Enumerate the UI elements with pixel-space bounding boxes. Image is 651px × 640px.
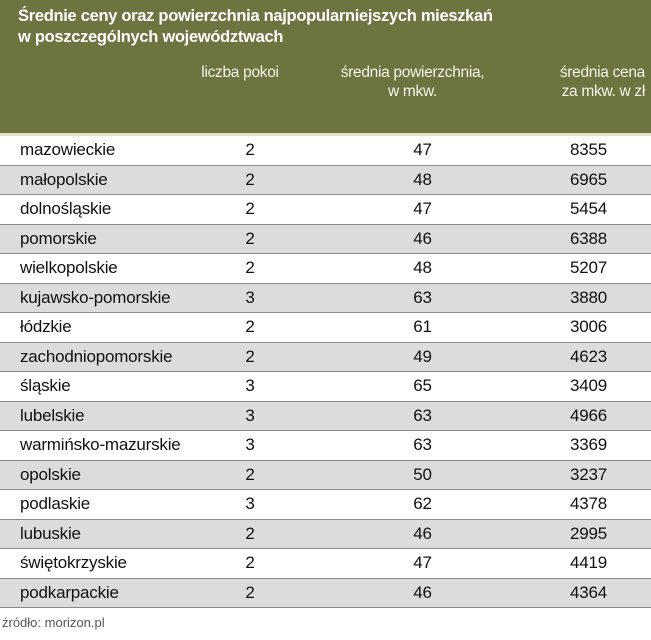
area-cell: 47 xyxy=(300,548,515,579)
rooms-cell: 2 xyxy=(200,165,300,195)
table-row: podkarpackie 2 46 4364 xyxy=(0,578,651,608)
region-cell: świętokrzyskie xyxy=(0,548,200,579)
area-cell: 48 xyxy=(300,253,515,284)
rooms-cell: 2 xyxy=(200,342,300,372)
area-cell: 63 xyxy=(300,430,515,461)
region-cell: pomorskie xyxy=(0,224,200,254)
price-cell: 6965 xyxy=(515,165,651,195)
price-cell: 8355 xyxy=(515,136,651,166)
region-cell: lubelskie xyxy=(0,401,200,431)
price-cell: 4364 xyxy=(515,578,651,608)
table-row: pomorskie 2 46 6388 xyxy=(0,224,651,254)
rooms-cell: 2 xyxy=(200,548,300,579)
title-line: Średnie ceny oraz powierzchnia najpopula… xyxy=(18,7,493,25)
source-note: źródło: morizon.pl xyxy=(2,615,105,630)
price-cell: 3880 xyxy=(515,283,651,313)
region-cell: wielkopolskie xyxy=(0,253,200,284)
area-cell: 48 xyxy=(300,165,515,195)
area-cell: 50 xyxy=(300,460,515,490)
price-cell: 3409 xyxy=(515,371,651,402)
rooms-cell: 2 xyxy=(200,578,300,608)
table-row: świętokrzyskie 2 47 4419 xyxy=(0,548,651,579)
table-header: Średnie ceny oraz powierzchnia najpopula… xyxy=(0,0,651,133)
area-cell: 63 xyxy=(300,283,515,313)
rooms-cell: 3 xyxy=(200,430,300,461)
price-cell: 2995 xyxy=(515,519,651,549)
table-row: łódzkie 2 61 3006 xyxy=(0,312,651,343)
table-row: mazowieckie 2 47 8355 xyxy=(0,136,651,166)
region-cell: małopolskie xyxy=(0,165,200,195)
price-cell: 3237 xyxy=(515,460,651,490)
rooms-cell: 2 xyxy=(200,224,300,254)
region-cell: podkarpackie xyxy=(0,578,200,608)
region-cell: dolnośląskie xyxy=(0,194,200,225)
region-cell: łódzkie xyxy=(0,312,200,343)
area-cell: 63 xyxy=(300,401,515,431)
column-header-rooms: liczba pokoi xyxy=(190,63,290,82)
region-cell: warmińsko-mazurskie xyxy=(0,430,200,461)
area-cell: 65 xyxy=(300,371,515,402)
area-cell: 46 xyxy=(300,519,515,549)
region-cell: opolskie xyxy=(0,460,200,490)
price-cell: 6388 xyxy=(515,224,651,254)
header-line: w mkw. xyxy=(387,83,437,100)
chart-title: Średnie ceny oraz powierzchnia najpopula… xyxy=(18,6,493,48)
header-divider xyxy=(0,133,651,136)
rooms-cell: 2 xyxy=(200,194,300,225)
header-line: liczba pokoi xyxy=(201,64,279,81)
area-cell: 62 xyxy=(300,489,515,520)
rooms-cell: 2 xyxy=(200,519,300,549)
price-cell: 4966 xyxy=(515,401,651,431)
area-cell: 47 xyxy=(300,194,515,225)
region-cell: mazowieckie xyxy=(0,136,200,166)
table-row: dolnośląskie 2 47 5454 xyxy=(0,194,651,225)
region-cell: lubuskie xyxy=(0,519,200,549)
price-cell: 3369 xyxy=(515,430,651,461)
table-row: wielkopolskie 2 48 5207 xyxy=(0,253,651,284)
region-cell: śląskie xyxy=(0,371,200,402)
price-cell: 4623 xyxy=(515,342,651,372)
area-cell: 46 xyxy=(300,578,515,608)
table-row: lubuskie 2 46 2995 xyxy=(0,519,651,549)
price-cell: 4378 xyxy=(515,489,651,520)
data-table: mazowieckie 2 47 8355 małopolskie 2 48 6965 doln… xyxy=(0,136,651,608)
table-row: zachodniopomorskie 2 49 4623 xyxy=(0,342,651,372)
rooms-cell: 3 xyxy=(200,489,300,520)
price-cell: 4419 xyxy=(515,548,651,579)
column-header-price: średnia cena za mkw. w zł xyxy=(525,63,645,101)
table-row: śląskie 3 65 3409 xyxy=(0,371,651,402)
table-row: opolskie 2 50 3237 xyxy=(0,460,651,490)
price-cell: 5207 xyxy=(515,253,651,284)
area-cell: 49 xyxy=(300,342,515,372)
header-line: za mkw. w zł xyxy=(561,83,646,100)
area-cell: 47 xyxy=(300,136,515,166)
price-cell: 3006 xyxy=(515,312,651,343)
column-header-area: średnia powierzchnia, w mkw. xyxy=(320,63,505,101)
table-row: małopolskie 2 48 6965 xyxy=(0,165,651,195)
region-cell: podlaskie xyxy=(0,489,200,520)
rooms-cell: 2 xyxy=(200,253,300,284)
region-cell: zachodniopomorskie xyxy=(0,342,200,372)
rooms-cell: 2 xyxy=(200,312,300,343)
title-line: w poszczególnych województwach xyxy=(18,28,284,46)
region-cell: kujawsko-pomorskie xyxy=(0,283,200,313)
area-cell: 46 xyxy=(300,224,515,254)
rooms-cell: 3 xyxy=(200,283,300,313)
area-cell: 61 xyxy=(300,312,515,343)
table-row: lubelskie 3 63 4966 xyxy=(0,401,651,431)
rooms-cell: 3 xyxy=(200,401,300,431)
price-cell: 5454 xyxy=(515,194,651,225)
rooms-cell: 2 xyxy=(200,136,300,166)
table-row: kujawsko-pomorskie 3 63 3880 xyxy=(0,283,651,313)
header-line: średnia powierzchnia, xyxy=(340,64,485,81)
table-row: podlaskie 3 62 4378 xyxy=(0,489,651,520)
rooms-cell: 2 xyxy=(200,460,300,490)
table-row: warmińsko-mazurskie 3 63 3369 xyxy=(0,430,651,461)
rooms-cell: 3 xyxy=(200,371,300,402)
header-line: średnia cena xyxy=(559,64,645,81)
